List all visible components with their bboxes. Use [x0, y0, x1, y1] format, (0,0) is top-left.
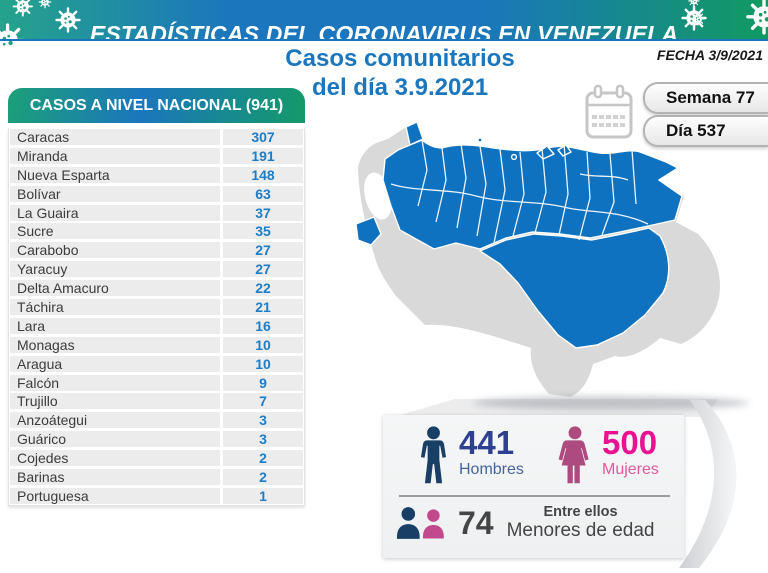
- male-icon: [420, 426, 447, 484]
- banner-underline: [0, 39, 768, 41]
- mujeres-group: 500 Mujeres: [557, 426, 659, 486]
- panel-page-curl: [393, 396, 749, 568]
- state-value: 27: [223, 242, 303, 259]
- state-value: 1: [223, 487, 303, 504]
- state-value: 148: [223, 166, 303, 183]
- panel-divider: [399, 495, 670, 497]
- date-label: FECHA 3/9/2021: [656, 47, 763, 63]
- table-row: Falcón 9: [10, 374, 303, 391]
- mujeres-value: 500: [602, 424, 658, 461]
- state-name: Guárico: [10, 431, 220, 448]
- state-name: Anzoátegui: [10, 412, 220, 429]
- state-name: Miranda: [10, 147, 220, 164]
- venezuela-map: [355, 121, 720, 397]
- subtitle-line1: Casos comunitarios: [285, 45, 515, 72]
- state-value: 37: [223, 204, 303, 221]
- table-row: La Guaira 37: [10, 204, 303, 221]
- state-name: Trujillo: [10, 393, 220, 410]
- table-row: Lara 16: [10, 317, 303, 334]
- state-name: Táchira: [10, 299, 220, 316]
- state-value: 307: [223, 129, 303, 145]
- header-banner: ESTADÍSTICAS DEL CORONAVIRUS EN VENEZUEL…: [0, 0, 768, 58]
- hombres-label: Hombres: [459, 461, 524, 478]
- state-value: 10: [223, 355, 303, 372]
- demographics-panel: 441 Hombres 500 Mujeres: [383, 415, 684, 558]
- cases-table-header: CASOS A NIVEL NACIONAL (941): [8, 88, 305, 123]
- state-value: 35: [223, 223, 303, 240]
- mujeres-label: Mujeres: [602, 461, 659, 478]
- state-name: Yaracuy: [10, 261, 220, 278]
- state-value: 7: [223, 393, 303, 410]
- state-name: Cojedes: [10, 450, 220, 467]
- state-value: 22: [223, 280, 303, 297]
- state-name: Portuguesa: [10, 487, 220, 504]
- state-value: 10: [223, 336, 303, 353]
- hombres-value: 441: [459, 424, 515, 461]
- state-name: Caracas: [10, 129, 220, 145]
- menores-value: 74: [458, 504, 494, 541]
- table-row: Cojedes 2: [10, 450, 303, 467]
- state-name: Delta Amacuro: [10, 280, 220, 297]
- hombres-group: 441 Hombres: [417, 426, 557, 486]
- state-name: Carabobo: [10, 242, 220, 259]
- table-row: Barinas 2: [10, 469, 303, 486]
- state-value: 27: [223, 261, 303, 278]
- table-row: Caracas 307: [10, 129, 303, 145]
- state-name: Bolívar: [10, 185, 220, 202]
- state-name: Monagas: [10, 336, 220, 353]
- state-value: 63: [223, 185, 303, 202]
- menores-group: 74 Entre ellos Menores de edad: [397, 504, 676, 542]
- state-name: Aragua: [10, 355, 220, 372]
- table-row: Nueva Esparta 148: [10, 166, 303, 183]
- table-row: Táchira 21: [10, 299, 303, 316]
- table-row: Trujillo 7: [10, 393, 303, 410]
- table-row: Miranda 191: [10, 147, 303, 164]
- table-row: Sucre 35: [10, 223, 303, 240]
- table-body: Caracas 307 Miranda 191 Nueva Esparta 148 Bolí…: [8, 128, 305, 506]
- state-value: 2: [223, 450, 303, 467]
- day-badge: Día 537: [643, 115, 768, 147]
- table-row: Anzoátegui 3: [10, 412, 303, 429]
- map-state-borders: [390, 139, 649, 244]
- state-name: Nueva Esparta: [10, 166, 220, 183]
- state-name: Lara: [10, 317, 220, 334]
- coronavirus-icons-right: [681, 0, 768, 35]
- table-row: Aragua 10: [10, 355, 303, 372]
- calendar-icon: [585, 84, 633, 139]
- state-name: La Guaira: [10, 204, 220, 221]
- children-icon: [397, 506, 444, 539]
- menores-line1: Entre ellos: [543, 504, 618, 520]
- subtitle-line2: del día 3.9.2021: [311, 74, 489, 101]
- state-value: 3: [223, 412, 303, 429]
- table-row: Monagas 10: [10, 336, 303, 353]
- subtitle: Casos comunitarios del día 3.9.2021: [245, 44, 555, 102]
- state-value: 21: [223, 299, 303, 316]
- week-badge: Semana 77: [643, 82, 768, 114]
- menores-line2: Menores de edad: [506, 520, 655, 542]
- page-title: ESTADÍSTICAS DEL CORONAVIRUS EN VENEZUEL…: [89, 21, 679, 48]
- cases-table: CASOS A NIVEL NACIONAL (941) Caracas 307 M…: [8, 88, 305, 506]
- state-value: 3: [223, 431, 303, 448]
- state-name: Falcón: [10, 374, 220, 391]
- state-value: 191: [223, 147, 303, 164]
- female-icon: [558, 426, 589, 484]
- table-row: Portuguesa 1: [10, 487, 303, 504]
- table-row: Carabobo 27: [10, 242, 303, 259]
- state-name: Barinas: [10, 469, 220, 486]
- state-value: 9: [223, 374, 303, 391]
- table-row: Yaracuy 27: [10, 261, 303, 278]
- state-name: Sucre: [10, 223, 220, 240]
- state-value: 2: [223, 469, 303, 486]
- state-value: 16: [223, 317, 303, 334]
- table-row: Bolívar 63: [10, 185, 303, 202]
- table-row: Delta Amacuro 22: [10, 280, 303, 297]
- table-row: Guárico 3: [10, 431, 303, 448]
